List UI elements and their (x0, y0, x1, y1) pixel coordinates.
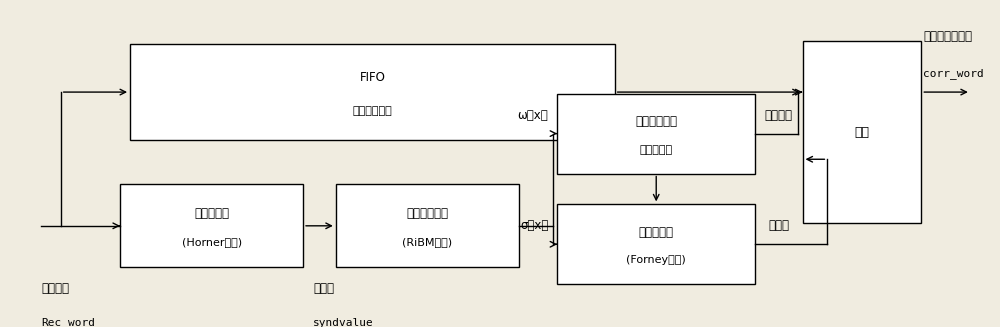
Text: (Horner算法): (Horner算法) (182, 237, 242, 248)
Bar (336, 184, 519, 267)
Text: syndvalue: syndvalue (313, 318, 374, 327)
Text: Rec_word: Rec_word (41, 317, 95, 327)
Text: 伴随式计算: 伴随式计算 (194, 207, 229, 220)
Text: (Forney算法): (Forney算法) (626, 255, 686, 265)
Text: FIFO: FIFO (359, 71, 385, 84)
Bar (803, 41, 921, 223)
Text: 伴随式: 伴随式 (313, 282, 334, 295)
Text: 错误値: 错误値 (768, 219, 789, 232)
Text: 计算错误位置: 计算错误位置 (635, 115, 677, 128)
Bar (120, 184, 303, 267)
Text: 纠错后码字序列: 纠错后码字序列 (923, 30, 972, 43)
Text: σ（x）: σ（x） (520, 219, 548, 232)
Text: 求解关键方程: 求解关键方程 (406, 207, 448, 220)
Text: (RiBM算法): (RiBM算法) (402, 237, 452, 248)
Text: corr_word: corr_word (923, 68, 984, 79)
Bar (557, 204, 755, 284)
Text: 纠错: 纠错 (854, 126, 869, 139)
Text: 计算错误値: 计算错误値 (639, 226, 674, 239)
Bar (557, 94, 755, 174)
Text: ω（x）: ω（x） (518, 109, 548, 122)
Text: 接收序列: 接收序列 (41, 282, 69, 295)
Text: 错误位置: 错误位置 (765, 109, 793, 122)
Text: （錢搜索）: （錢搜索） (640, 145, 673, 155)
Bar (130, 44, 615, 140)
Text: 接收序列缓存: 接收序列缓存 (352, 106, 392, 116)
